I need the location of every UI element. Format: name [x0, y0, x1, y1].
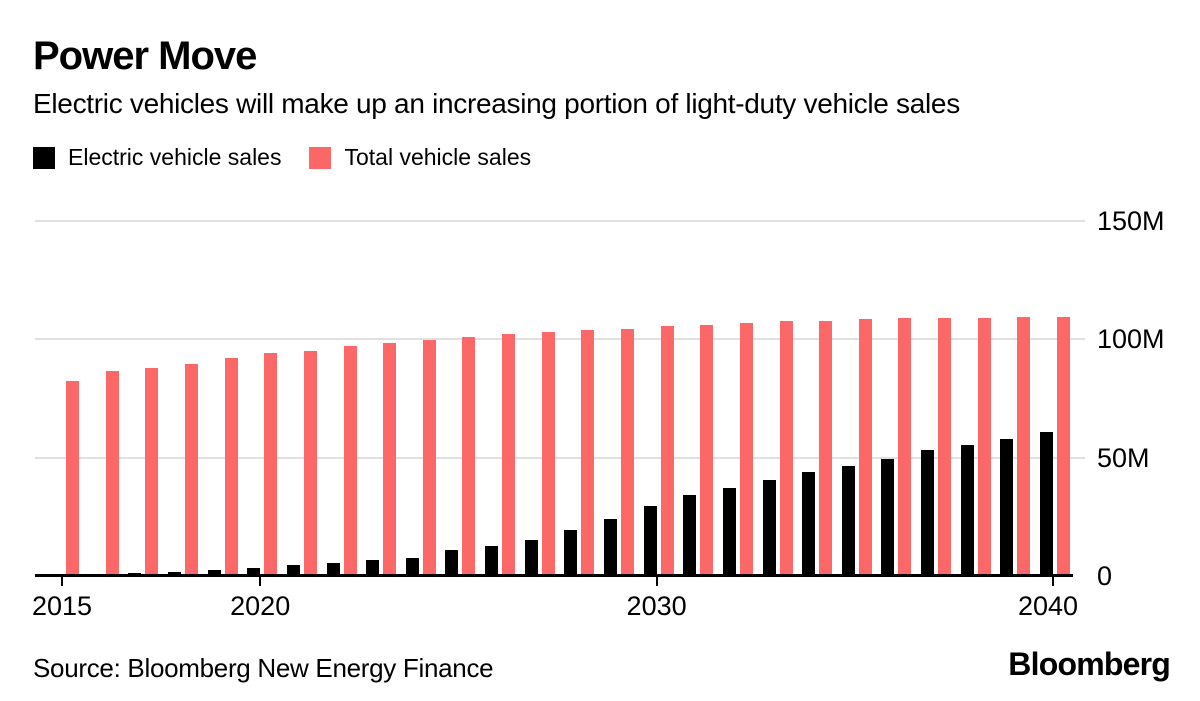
- bar-total-2029: [621, 329, 634, 576]
- bar-total-2037: [938, 318, 952, 576]
- bar-ev-2025: [445, 550, 459, 576]
- bar-ev-2021: [286, 565, 300, 576]
- chart-subtitle: Electric vehicles will make up an increa…: [33, 88, 960, 119]
- legend-swatch-total-icon: [309, 146, 332, 169]
- bar-ev-2038: [960, 445, 974, 576]
- bar-total-2022: [343, 346, 357, 576]
- bar-ev-2037: [921, 450, 935, 576]
- legend-label-ev: Electric vehicle sales: [68, 144, 282, 170]
- bar-ev-2027: [524, 540, 538, 576]
- source-note: Source: Bloomberg New Energy Finance: [33, 653, 494, 683]
- x-axis-label-2020: 2020: [230, 591, 291, 621]
- bar-ev-2026: [485, 546, 498, 576]
- bar-ev-2029: [604, 519, 617, 576]
- bar-ev-2015: [49, 575, 62, 576]
- x-tick-2020: [259, 577, 262, 586]
- bar-total-2034: [819, 321, 833, 576]
- bar-total-2035: [858, 319, 872, 576]
- bar-total-2039: [1017, 317, 1031, 576]
- bar-total-2021: [303, 351, 317, 576]
- bar-total-2031: [700, 325, 714, 576]
- gridline-150M: [35, 219, 1085, 222]
- bar-total-2019: [224, 358, 238, 576]
- bar-ev-2033: [762, 480, 776, 576]
- y-axis-label-100M: 100M: [1097, 324, 1165, 355]
- bar-ev-2020: [247, 568, 261, 576]
- x-axis-line: [35, 574, 1073, 577]
- legend-swatch-ev-icon: [33, 146, 55, 169]
- bar-ev-2023: [366, 560, 380, 576]
- bar-total-2017: [145, 368, 159, 576]
- chart-legend: Electric vehicle sales Total vehicle sal…: [33, 144, 559, 171]
- y-axis-label-150M: 150M: [1097, 205, 1165, 236]
- bar-ev-2024: [405, 558, 419, 576]
- y-axis-label-50M: 50M: [1097, 442, 1150, 473]
- legend-label-total: Total vehicle sales: [344, 144, 532, 170]
- gridline-100M: [35, 338, 1085, 341]
- bar-ev-2028: [564, 530, 578, 576]
- bar-ev-2039: [1000, 439, 1014, 576]
- bar-ev-2017: [128, 573, 142, 576]
- x-tick-2030: [655, 577, 658, 586]
- chart-title: Power Move: [33, 34, 257, 78]
- x-tick-2015: [61, 577, 63, 586]
- y-axis-label-0: 0: [1097, 561, 1113, 591]
- bar-ev-2030: [643, 506, 657, 576]
- x-axis-label-2040: 2040: [1017, 591, 1079, 621]
- gridline-50M: [35, 456, 1085, 459]
- x-axis-label-2030: 2030: [626, 591, 687, 621]
- bar-total-2024: [422, 340, 436, 576]
- bloomberg-logo: Bloomberg: [1008, 646, 1171, 682]
- bar-ev-2036: [881, 459, 895, 576]
- bar-ev-2040: [1040, 432, 1053, 576]
- x-tick-2040: [1052, 577, 1054, 586]
- bar-ev-2018: [167, 572, 181, 576]
- bar-ev-2031: [683, 495, 697, 576]
- x-axis-label-2015: 2015: [31, 591, 93, 621]
- bar-total-2025: [462, 337, 476, 576]
- bar-total-2033: [779, 321, 793, 576]
- bar-ev-2019: [207, 570, 221, 576]
- bar-ev-2016: [88, 574, 102, 576]
- bar-total-2026: [502, 334, 515, 576]
- bar-total-2018: [184, 364, 198, 576]
- bar-ev-2022: [326, 563, 340, 576]
- bar-total-2015: [66, 381, 79, 576]
- bar-total-2020: [264, 353, 278, 576]
- bar-total-2032: [739, 323, 753, 576]
- bar-ev-2034: [802, 472, 816, 576]
- bar-ev-2032: [722, 488, 736, 576]
- bar-total-2038: [977, 318, 991, 576]
- bar-total-2030: [660, 326, 674, 576]
- bar-total-2023: [383, 343, 397, 576]
- bar-total-2027: [541, 332, 555, 576]
- bar-total-2028: [581, 330, 595, 576]
- bar-ev-2035: [841, 466, 855, 576]
- bar-total-2016: [105, 371, 119, 576]
- bar-total-2036: [898, 318, 912, 576]
- bar-total-2040: [1057, 317, 1070, 576]
